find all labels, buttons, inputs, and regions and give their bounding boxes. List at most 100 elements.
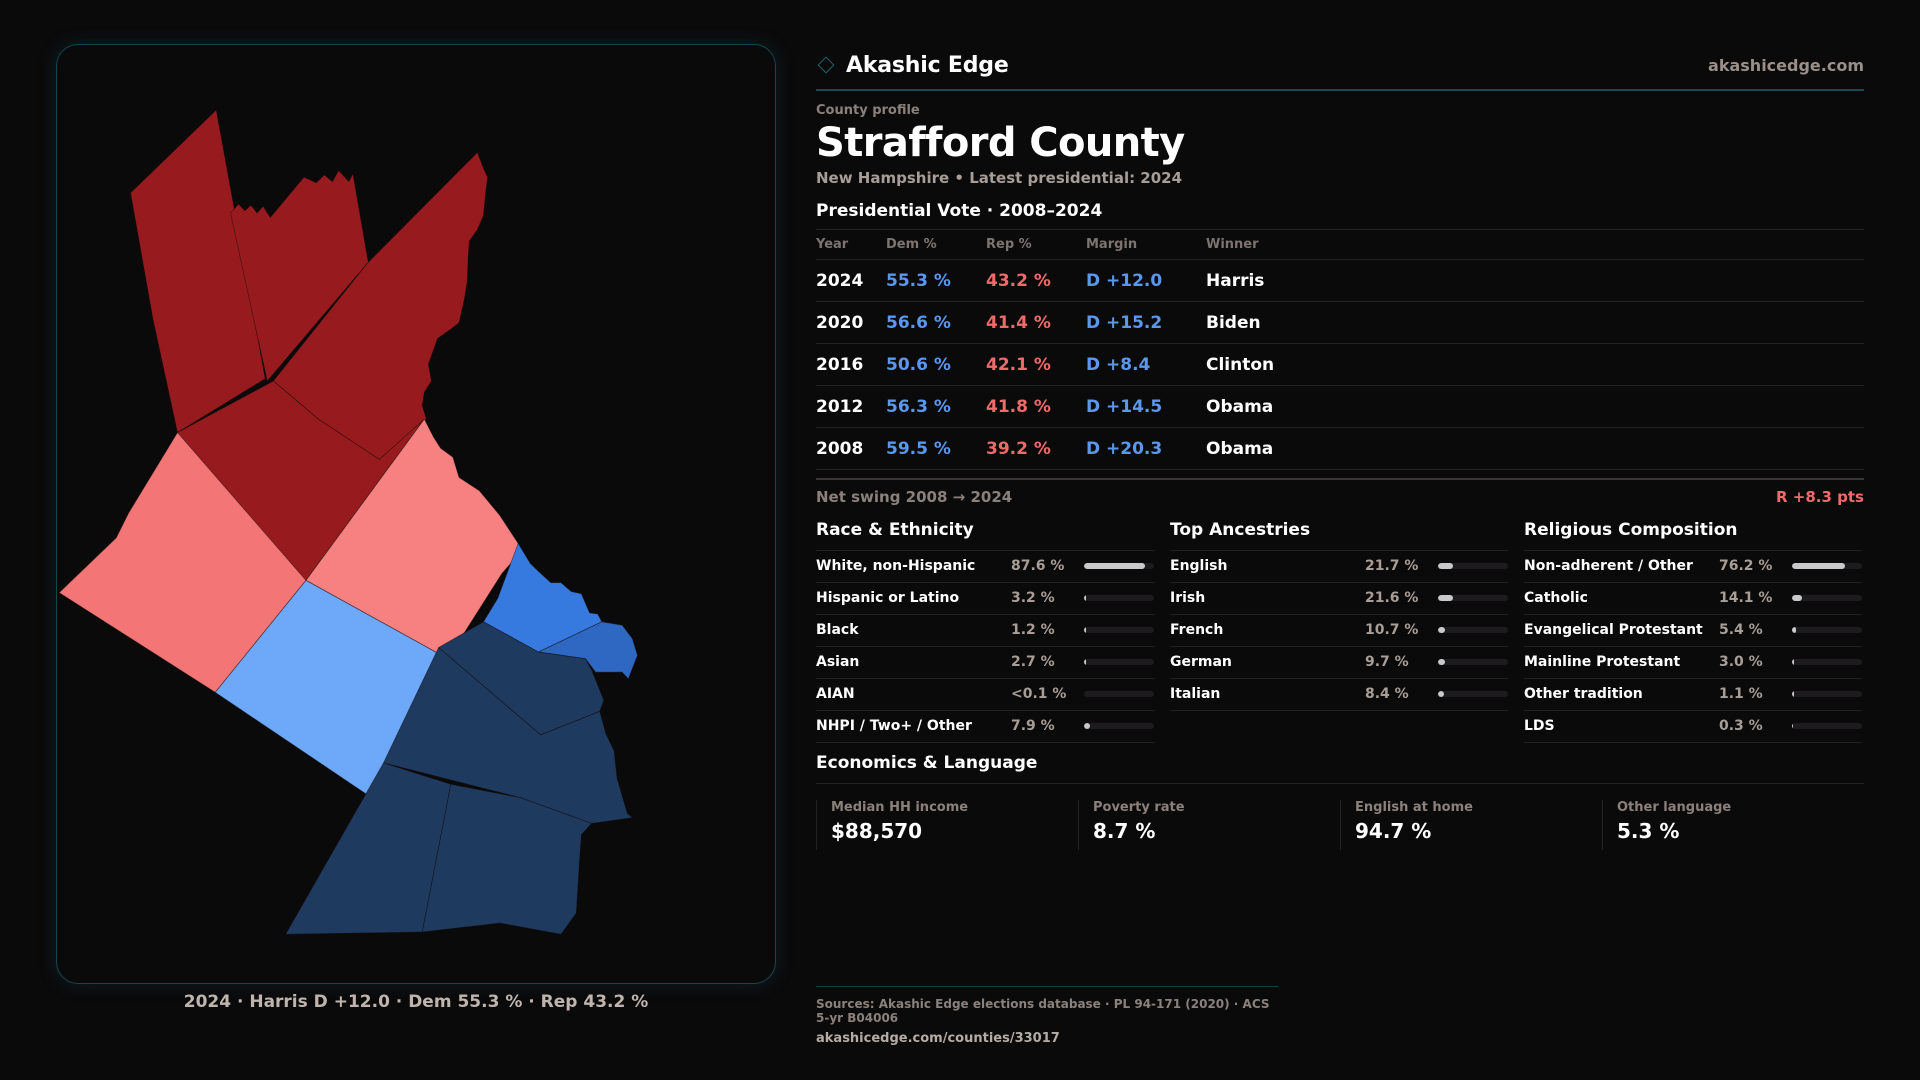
footer: Sources: Akashic Edge elections database… xyxy=(816,986,1278,1046)
list-item: NHPI / Two+ / Other 7.9 % xyxy=(816,711,1154,743)
stat-value: <0.1 % xyxy=(1011,686,1067,702)
stat-bar xyxy=(1792,563,1862,569)
stat-bar-fill xyxy=(1792,595,1802,601)
cell-year: 2012 xyxy=(816,385,886,428)
econ-value: 8.7 % xyxy=(1093,818,1156,843)
cell-rep: 42.1 % xyxy=(986,343,1086,386)
stat-bar-fill xyxy=(1438,627,1446,633)
stat-bar xyxy=(1084,563,1154,569)
stat-bar-fill xyxy=(1438,563,1454,569)
race-heading: Race & Ethnicity xyxy=(816,520,1154,551)
list-item: Hispanic or Latino 3.2 % xyxy=(816,583,1154,615)
map-panel xyxy=(56,44,776,984)
table-divider xyxy=(816,478,1864,480)
stat-bar xyxy=(1438,627,1508,633)
list-item: Irish 21.6 % xyxy=(1170,583,1508,615)
profile-panel: Akashic Edge akashicedge.com County prof… xyxy=(816,44,1864,850)
stat-label: White, non-Hispanic xyxy=(816,558,976,574)
county-map xyxy=(58,109,638,935)
map-town-9[interactable] xyxy=(537,621,638,680)
list-item: LDS 0.3 % xyxy=(1524,711,1862,743)
cell-dem: 56.3 % xyxy=(886,385,986,428)
econ-card-poverty: Poverty rate 8.7 % xyxy=(1078,799,1340,850)
stat-bar xyxy=(1084,691,1154,697)
page-url-link[interactable]: akashicedge.com/counties/33017 xyxy=(816,1031,1060,1046)
table-row: 2020 56.6 % 41.4 % D +15.2 Biden xyxy=(816,301,1864,344)
stat-label: Mainline Protestant xyxy=(1524,654,1681,670)
cell-winner: Obama xyxy=(1206,427,1864,470)
stat-label: NHPI / Two+ / Other xyxy=(816,718,972,734)
stat-label: Italian xyxy=(1170,686,1221,702)
religion-heading: Religious Composition xyxy=(1524,520,1862,551)
stat-bar-fill xyxy=(1438,691,1444,697)
list-item: Catholic 14.1 % xyxy=(1524,583,1862,615)
stat-label: AIAN xyxy=(816,686,855,702)
stat-value: 14.1 % xyxy=(1719,590,1773,606)
table-row: 2012 56.3 % 41.8 % D +14.5 Obama xyxy=(816,385,1864,428)
stat-bar xyxy=(1084,659,1154,665)
stat-bar-fill xyxy=(1438,595,1454,601)
stat-label: Other tradition xyxy=(1524,686,1643,702)
cell-rep: 39.2 % xyxy=(986,427,1086,470)
map-town-1[interactable] xyxy=(130,109,266,434)
stat-bar xyxy=(1084,595,1154,601)
econ-card-english: English at home 94.7 % xyxy=(1340,799,1602,850)
net-swing-label: Net swing 2008 → 2024 xyxy=(816,487,1013,506)
stat-bar xyxy=(1438,595,1508,601)
cell-dem: 50.6 % xyxy=(886,343,986,386)
stat-label: LDS xyxy=(1524,718,1555,734)
site-link[interactable]: akashicedge.com xyxy=(1708,55,1864,75)
stat-value: 3.2 % xyxy=(1011,590,1055,606)
stat-bar-fill xyxy=(1084,563,1146,569)
list-item: Black 1.2 % xyxy=(816,615,1154,647)
list-item: Non-adherent / Other 76.2 % xyxy=(1524,551,1862,583)
stat-bar-fill xyxy=(1084,595,1087,601)
econ-value: 94.7 % xyxy=(1355,818,1432,843)
cell-year: 2016 xyxy=(816,343,886,386)
stat-value: 3.0 % xyxy=(1719,654,1763,670)
stat-bar xyxy=(1792,627,1862,633)
cell-rep: 41.8 % xyxy=(986,385,1086,428)
column-header-dem: Dem % xyxy=(886,229,986,260)
cell-margin: D +20.3 xyxy=(1086,427,1206,470)
map-town-11[interactable] xyxy=(382,646,634,824)
religion-section: Religious Composition Non-adherent / Oth… xyxy=(1524,520,1862,743)
ancestry-list: English 21.7 % Irish 21.6 % French 10.7 % Germ… xyxy=(1170,551,1508,711)
map-town-13[interactable] xyxy=(421,783,593,935)
list-item: Asian 2.7 % xyxy=(816,647,1154,679)
stat-label: Hispanic or Latino xyxy=(816,590,960,606)
table-row: 2024 55.3 % 43.2 % D +12.0 Harris xyxy=(816,259,1864,302)
map-town-2[interactable] xyxy=(230,169,369,382)
cell-rep: 41.4 % xyxy=(986,301,1086,344)
stat-bar-fill xyxy=(1792,563,1846,569)
net-swing-value: R +8.3 pts xyxy=(1776,487,1864,506)
net-swing: Net swing 2008 → 2024 R +8.3 pts xyxy=(816,488,1864,506)
stat-value: 0.3 % xyxy=(1719,718,1763,734)
econ-value: 5.3 % xyxy=(1617,818,1680,843)
map-town-6[interactable] xyxy=(305,418,522,660)
stat-bar-fill xyxy=(1792,627,1796,633)
stat-label: Black xyxy=(816,622,859,638)
column-header-year: Year xyxy=(816,229,886,260)
list-item: AIAN <0.1 % xyxy=(816,679,1154,711)
cell-winner: Obama xyxy=(1206,385,1864,428)
list-item: Evangelical Protestant 5.4 % xyxy=(1524,615,1862,647)
cell-dem: 55.3 % xyxy=(886,259,986,302)
stat-bar xyxy=(1792,659,1862,665)
ancestry-section: Top Ancestries English 21.7 % Irish 21.6 % F… xyxy=(1170,520,1508,743)
econ-label: Poverty rate xyxy=(1093,799,1185,815)
stat-value: 1.2 % xyxy=(1011,622,1055,638)
cell-margin: D +15.2 xyxy=(1086,301,1206,344)
eyebrow: County profile xyxy=(816,102,920,118)
stat-bar xyxy=(1792,595,1862,601)
race-list: White, non-Hispanic 87.6 % Hispanic or Lat… xyxy=(816,551,1154,743)
stat-bar-fill xyxy=(1792,691,1794,697)
towns-layer xyxy=(58,109,638,935)
column-header-margin: Margin xyxy=(1086,229,1206,260)
list-item: German 9.7 % xyxy=(1170,647,1508,679)
stat-bar xyxy=(1438,563,1508,569)
brand[interactable]: Akashic Edge xyxy=(816,53,1009,78)
stat-label: French xyxy=(1170,622,1224,638)
stat-value: 21.7 % xyxy=(1365,558,1419,574)
econ-label: Median HH income xyxy=(831,799,969,815)
